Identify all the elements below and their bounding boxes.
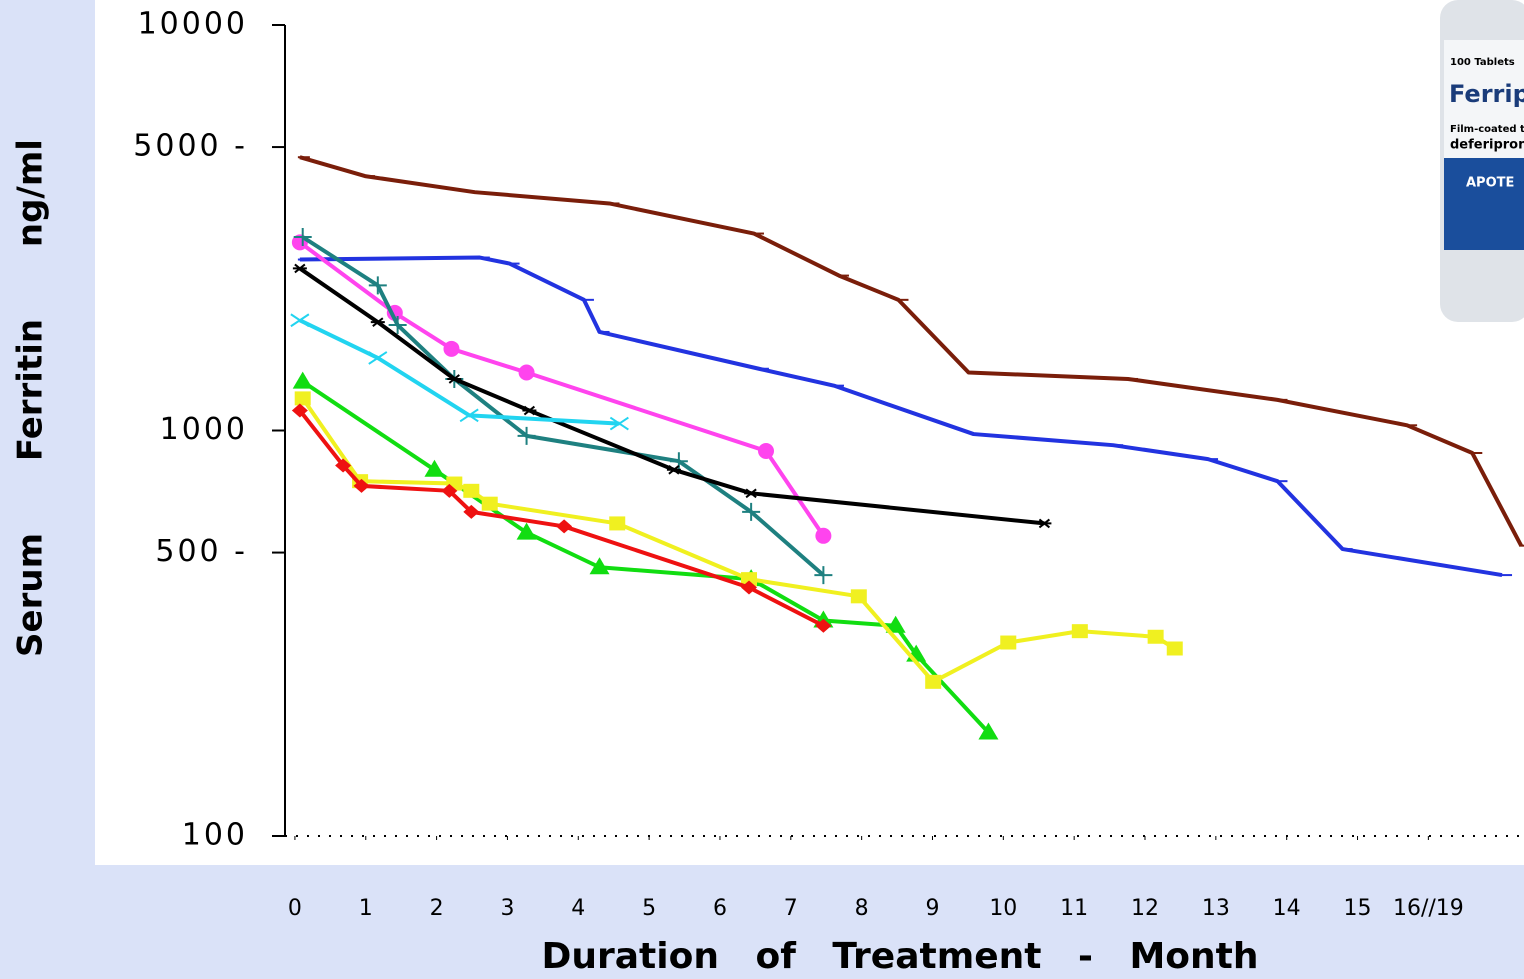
marker	[368, 276, 387, 295]
marker	[516, 522, 537, 540]
x-tick-label: 14	[1273, 896, 1301, 921]
marker	[294, 391, 311, 406]
marker	[335, 458, 352, 473]
x-tick-label: 16//19	[1393, 896, 1464, 921]
marker	[609, 516, 626, 531]
marker	[850, 589, 867, 604]
marker	[758, 443, 775, 460]
marker	[1147, 629, 1164, 644]
marker	[741, 580, 758, 595]
marker	[292, 371, 313, 389]
x-tick-label: 7	[784, 896, 798, 921]
marker	[885, 615, 906, 633]
series-line	[298, 240, 826, 537]
marker	[1000, 635, 1017, 650]
x-tick-label: 12	[1131, 896, 1159, 921]
marker	[978, 722, 999, 740]
y-tick-label: 100	[182, 818, 248, 853]
series	[297, 255, 1513, 578]
bottle-text: APOTE	[1466, 176, 1514, 191]
marker	[744, 488, 759, 499]
bottle-text: 100 Tablets	[1450, 57, 1515, 68]
series	[291, 234, 832, 544]
x-tick-label: 2	[430, 896, 444, 921]
bottle-band	[1444, 158, 1524, 250]
marker	[742, 502, 761, 521]
marker	[666, 465, 681, 475]
x-tick-label: 9	[925, 896, 939, 921]
series	[292, 263, 1052, 529]
marker	[814, 566, 833, 585]
marker	[741, 572, 758, 587]
marker	[291, 403, 308, 418]
marker	[388, 316, 407, 335]
series	[291, 403, 832, 633]
series	[294, 391, 1183, 689]
bottle-text: Ferripr	[1449, 80, 1524, 108]
y-tick-label: 5000 -	[133, 129, 248, 164]
plot-area	[95, 0, 1524, 865]
marker	[925, 674, 942, 689]
y-tick-label: 10000	[138, 7, 248, 42]
marker	[463, 483, 480, 498]
x-tick-label: 15	[1344, 896, 1372, 921]
marker	[1166, 641, 1183, 656]
marker	[1071, 624, 1088, 639]
marker	[290, 313, 310, 328]
marker	[522, 405, 537, 416]
marker	[353, 478, 370, 493]
x-tick-label: 11	[1060, 896, 1088, 921]
y-tick-label: 500 -	[155, 534, 248, 569]
marker	[815, 618, 832, 633]
x-tick-label: 8	[855, 896, 869, 921]
bottle: 100 Tablets Ferripr Film-coated tab defe…	[1440, 0, 1524, 322]
marker	[669, 452, 688, 471]
marker	[443, 340, 460, 357]
marker	[441, 483, 458, 498]
marker	[609, 416, 629, 431]
bottle-text: deferiprone	[1450, 138, 1524, 153]
x-axis-label: Duration of Treatment - Month	[542, 936, 1259, 977]
marker	[481, 496, 498, 511]
marker	[424, 459, 445, 477]
marker	[368, 351, 388, 365]
marker	[370, 317, 385, 327]
x-tick-label: 13	[1202, 896, 1230, 921]
marker	[459, 408, 479, 423]
x-tick-label: 6	[713, 896, 727, 921]
marker	[815, 527, 832, 544]
marker	[517, 426, 536, 445]
bottle-text: Film-coated tab	[1450, 124, 1524, 135]
y-axis-label: Serum Ferritin ng/ml	[11, 139, 51, 657]
x-tick-label: 0	[288, 896, 302, 921]
series	[297, 155, 1524, 547]
marker	[589, 557, 610, 575]
marker	[447, 374, 462, 384]
marker	[518, 364, 535, 381]
series-line	[301, 235, 825, 577]
series	[290, 313, 629, 431]
x-tick-label: 4	[571, 896, 585, 921]
marker	[463, 504, 480, 519]
x-tick-label: 5	[642, 896, 656, 921]
x-tick-label: 3	[500, 896, 514, 921]
marker	[1037, 518, 1052, 529]
x-tick-label: 1	[359, 896, 373, 921]
marker	[292, 263, 307, 274]
y-tick-label: 1000	[160, 412, 248, 447]
x-tick-label: 10	[989, 896, 1017, 921]
series-line	[299, 318, 620, 426]
marker	[293, 228, 312, 247]
marker	[556, 519, 573, 534]
